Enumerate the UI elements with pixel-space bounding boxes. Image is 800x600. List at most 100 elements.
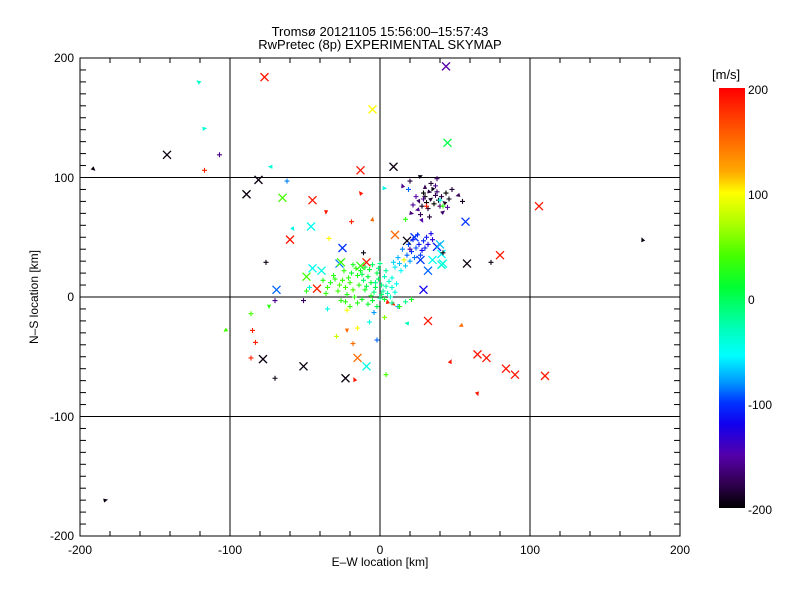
data-point xyxy=(501,364,511,374)
data-point xyxy=(258,354,268,364)
data-point xyxy=(324,210,329,215)
data-point xyxy=(422,184,428,189)
data-point xyxy=(379,292,384,298)
data-point xyxy=(413,194,419,200)
data-point xyxy=(510,370,520,380)
data-point xyxy=(359,296,365,302)
data-point xyxy=(428,180,434,186)
x-tick-label: 100 xyxy=(519,543,541,557)
data-point xyxy=(440,250,446,256)
data-point xyxy=(343,299,348,305)
data-point xyxy=(482,353,491,363)
data-point xyxy=(285,235,295,245)
data-point xyxy=(250,327,255,333)
data-point xyxy=(416,198,421,204)
data-point xyxy=(358,268,363,274)
data-point xyxy=(272,375,278,381)
data-point xyxy=(374,270,380,276)
data-point xyxy=(395,255,401,261)
data-point xyxy=(434,176,440,182)
data-point xyxy=(358,191,364,196)
data-point xyxy=(362,361,371,371)
data-point xyxy=(317,266,326,276)
data-point xyxy=(433,192,438,198)
data-point xyxy=(407,258,413,264)
data-point xyxy=(334,333,339,339)
data-point xyxy=(302,272,311,282)
data-point xyxy=(368,280,374,286)
data-point xyxy=(202,126,208,131)
data-point xyxy=(382,296,387,302)
data-point xyxy=(410,202,416,208)
data-point xyxy=(377,295,383,301)
data-point xyxy=(413,245,419,251)
data-point xyxy=(397,261,402,267)
data-point xyxy=(368,293,374,299)
data-point xyxy=(306,222,316,231)
x-tick-label: 0 xyxy=(376,543,384,557)
data-point xyxy=(428,255,437,265)
data-point xyxy=(370,262,375,268)
data-point xyxy=(403,299,408,305)
data-point xyxy=(474,391,479,397)
data-point xyxy=(307,284,312,290)
data-point xyxy=(284,178,290,184)
data-point xyxy=(385,290,390,296)
data-point xyxy=(272,298,278,304)
data-point xyxy=(373,284,378,290)
data-point xyxy=(415,232,420,238)
data-point xyxy=(406,186,411,192)
data-point xyxy=(441,61,451,71)
data-point xyxy=(376,276,381,282)
colorbar-tick-label: 200 xyxy=(748,83,769,97)
data-point xyxy=(419,217,424,223)
data-point xyxy=(350,287,356,293)
data-point xyxy=(379,282,384,288)
data-point xyxy=(301,298,306,304)
data-point xyxy=(371,289,377,295)
data-point xyxy=(434,189,440,195)
data-point xyxy=(260,72,269,82)
data-point xyxy=(394,281,399,287)
data-point xyxy=(419,247,425,253)
data-point xyxy=(331,272,336,278)
data-point xyxy=(431,186,436,192)
data-point xyxy=(323,290,329,296)
plot-title: Tromsø 20121105 15:56:00–15:57:43 xyxy=(271,24,489,39)
data-point xyxy=(355,300,360,306)
x-axis-title: E–W location [km] xyxy=(331,555,429,569)
data-point xyxy=(328,280,333,286)
data-point xyxy=(447,359,452,365)
data-point xyxy=(347,304,353,310)
data-point xyxy=(355,272,360,278)
y-tick-label: 200 xyxy=(53,51,74,65)
data-point xyxy=(217,152,222,158)
data-point xyxy=(383,372,389,378)
data-point xyxy=(425,241,431,247)
data-point xyxy=(540,371,550,381)
data-point xyxy=(407,178,413,184)
colorbar-tick-label: 0 xyxy=(748,293,755,307)
data-point xyxy=(248,311,254,317)
data-point xyxy=(388,294,393,300)
data-point xyxy=(202,167,207,173)
data-point xyxy=(433,183,438,189)
data-point xyxy=(349,219,354,225)
data-point xyxy=(431,201,437,207)
data-point xyxy=(162,150,172,160)
data-point xyxy=(458,323,464,327)
data-point xyxy=(382,185,388,191)
data-point xyxy=(406,241,411,247)
data-point xyxy=(442,200,448,206)
data-point xyxy=(437,249,446,259)
data-point xyxy=(365,274,371,280)
data-point xyxy=(335,288,341,294)
data-point xyxy=(346,275,351,281)
data-point xyxy=(350,341,356,347)
data-point xyxy=(392,264,398,270)
data-point xyxy=(326,235,332,241)
data-point xyxy=(278,193,287,203)
data-point xyxy=(368,104,377,114)
data-point xyxy=(421,190,426,196)
